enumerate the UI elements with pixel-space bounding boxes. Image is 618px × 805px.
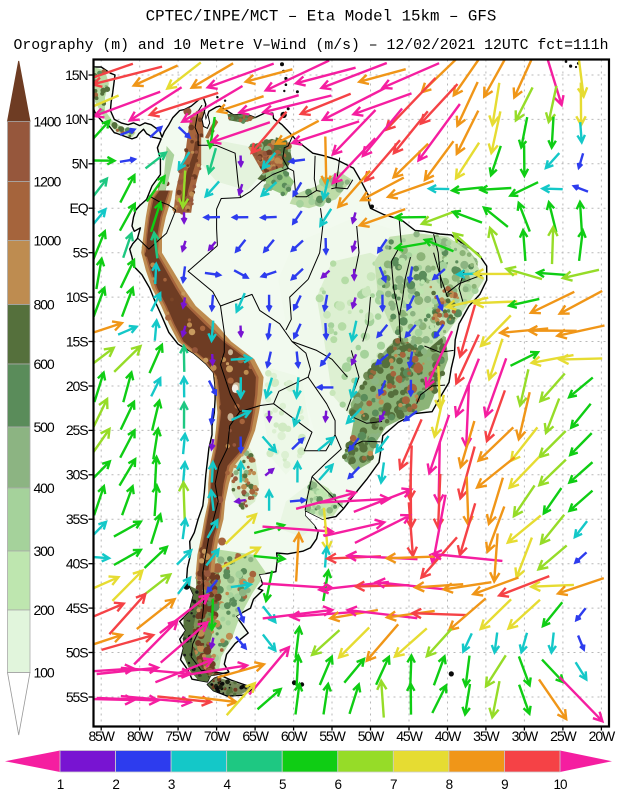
svg-text:60W: 60W	[281, 728, 308, 744]
svg-text:Orography (m) and 10 Metre V–W: Orography (m) and 10 Metre V–Wind (m/s) …	[14, 38, 609, 54]
svg-text:300: 300	[34, 543, 55, 559]
svg-text:6: 6	[335, 777, 342, 792]
svg-text:20S: 20S	[66, 378, 88, 394]
svg-text:20W: 20W	[589, 728, 616, 744]
svg-text:50S: 50S	[66, 644, 88, 660]
svg-text:100: 100	[34, 665, 55, 681]
svg-text:3: 3	[168, 777, 175, 792]
svg-text:40W: 40W	[435, 728, 462, 744]
svg-text:35S: 35S	[66, 511, 88, 527]
svg-text:7: 7	[390, 777, 397, 792]
svg-text:5N: 5N	[72, 156, 88, 172]
svg-text:500: 500	[34, 419, 55, 435]
svg-text:55S: 55S	[66, 689, 88, 705]
svg-text:9: 9	[501, 777, 508, 792]
svg-text:1: 1	[57, 777, 64, 792]
svg-text:1200: 1200	[34, 174, 62, 190]
svg-text:85W: 85W	[88, 728, 115, 744]
svg-text:10: 10	[553, 777, 567, 792]
svg-text:25S: 25S	[66, 422, 88, 438]
svg-text:70W: 70W	[204, 728, 231, 744]
svg-text:55W: 55W	[319, 728, 346, 744]
svg-text:40S: 40S	[66, 556, 88, 572]
svg-text:2: 2	[112, 777, 119, 792]
svg-text:10S: 10S	[66, 289, 88, 305]
svg-text:25W: 25W	[550, 728, 577, 744]
svg-text:CPTEC/INPE/MCT – Eta Model 15: CPTEC/INPE/MCT – Eta Model 15km – GFS	[146, 8, 497, 26]
svg-text:200: 200	[34, 602, 55, 618]
svg-text:35W: 35W	[473, 728, 500, 744]
svg-text:5: 5	[279, 777, 286, 792]
svg-text:50W: 50W	[358, 728, 385, 744]
svg-text:1400: 1400	[34, 114, 62, 130]
svg-text:4: 4	[223, 777, 231, 792]
svg-text:45W: 45W	[396, 728, 423, 744]
svg-text:10N: 10N	[65, 111, 87, 127]
svg-text:400: 400	[34, 480, 55, 496]
svg-text:65W: 65W	[242, 728, 269, 744]
svg-text:800: 800	[34, 297, 55, 313]
svg-text:15N: 15N	[65, 67, 87, 83]
svg-text:600: 600	[34, 356, 55, 372]
svg-text:45S: 45S	[66, 600, 88, 616]
svg-text:EQ: EQ	[69, 200, 88, 216]
svg-text:8: 8	[446, 777, 453, 792]
svg-text:75W: 75W	[165, 728, 192, 744]
svg-text:30W: 30W	[512, 728, 539, 744]
svg-text:5S: 5S	[73, 245, 89, 261]
svg-text:15S: 15S	[66, 333, 88, 349]
svg-text:30S: 30S	[66, 467, 88, 483]
svg-text:80W: 80W	[127, 728, 154, 744]
svg-text:1000: 1000	[34, 233, 62, 249]
